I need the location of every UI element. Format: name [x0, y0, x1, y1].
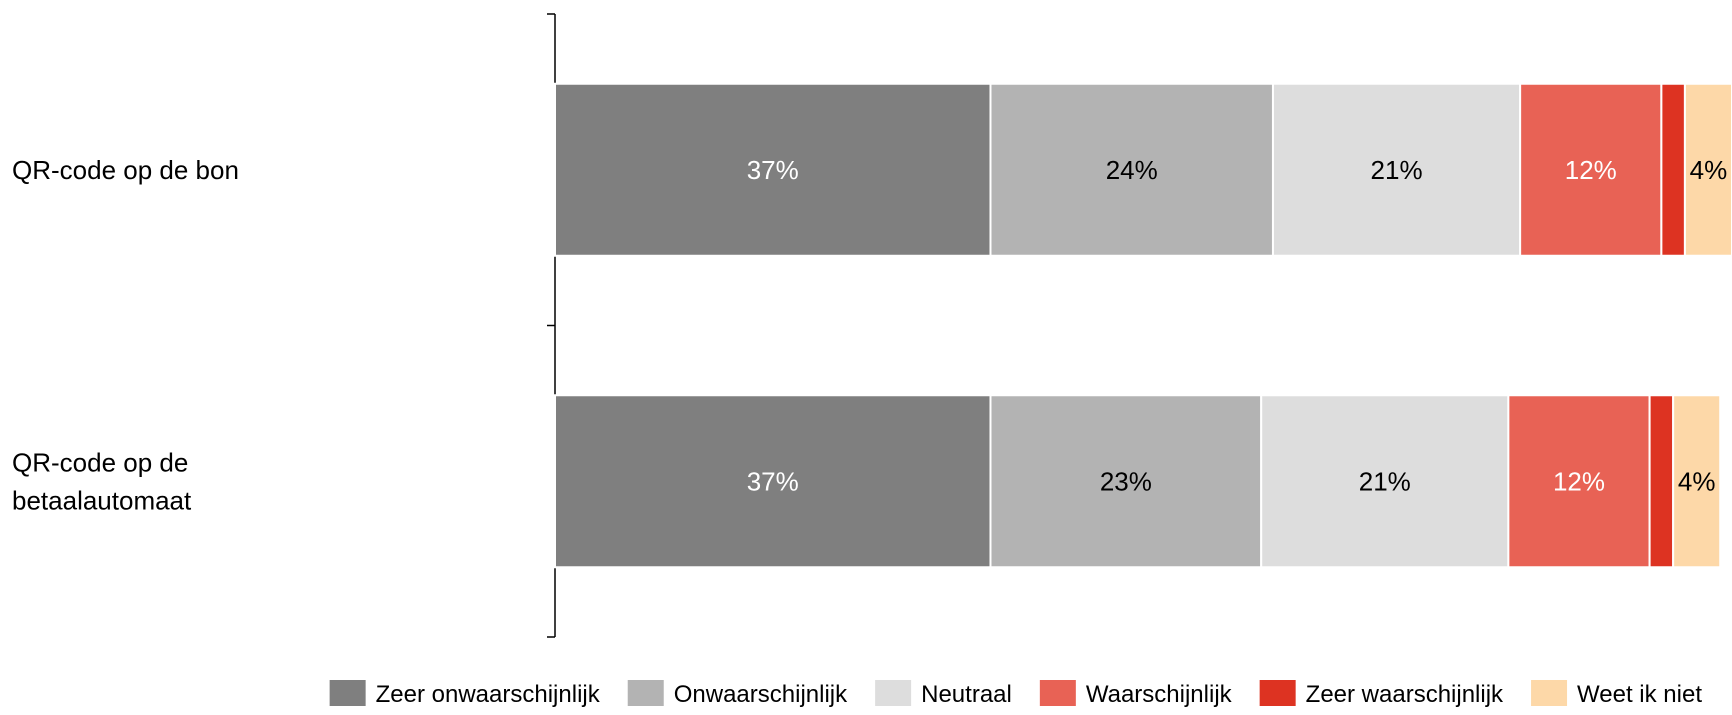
category-label: QR-code op de bon: [12, 155, 239, 185]
bar-segment: [1507, 394, 1651, 569]
bar-value-label: 21%: [1371, 155, 1423, 185]
bar-value-label: 37%: [747, 155, 799, 185]
legend-item: Zeer waarschijnlijk: [1259, 680, 1504, 708]
bar-value-label: 12%: [1553, 466, 1605, 496]
legend-swatch: [875, 680, 912, 706]
bar-segment: [1271, 82, 1522, 257]
category-label: QR-code op de betaalautomaat: [12, 447, 192, 515]
bar-value-label: 37%: [747, 466, 799, 496]
legend-item: Waarschijnlijk: [1039, 680, 1233, 708]
legend-label: Zeer waarschijnlijk: [1306, 681, 1504, 708]
legend-swatch: [1259, 680, 1296, 706]
bar-segment: [1648, 394, 1675, 569]
bar-segment: [1660, 82, 1686, 257]
bar-segment: [1260, 394, 1510, 569]
legend-label: Waarschijnlijk: [1086, 681, 1233, 708]
legend-swatch: [1531, 680, 1568, 706]
bar-value-label: 12%: [1565, 155, 1617, 185]
category-labels: QR-code op de bon QR-code op de betaalauto…: [12, 155, 239, 516]
legend-swatch: [329, 680, 366, 706]
bar-value-label: 4%: [1678, 466, 1716, 496]
legend-item: Zeer onwaarschijnlijk: [329, 680, 601, 708]
bar-segment: [554, 82, 992, 257]
bar-value-label: 23%: [1100, 466, 1152, 496]
bar-value-label: 24%: [1106, 155, 1158, 185]
legend-swatch: [1039, 680, 1076, 706]
legend-label: Zeer onwaarschijnlijk: [376, 681, 601, 708]
legend-label: Weet ik niet: [1577, 681, 1702, 708]
bar-value-label: 4%: [1690, 155, 1728, 185]
bar-segment: [989, 394, 1263, 569]
bar-segment: [1519, 82, 1663, 257]
category-axis: [547, 13, 556, 638]
legend-label: Onwaarschijnlijk: [674, 681, 848, 708]
bar-value-label: 21%: [1359, 466, 1411, 496]
legend: Zeer onwaarschijnlijk Onwaarschijnlijk Neu…: [329, 680, 1702, 708]
legend-item: Weet ik niet: [1531, 680, 1702, 708]
bar-segment: [989, 82, 1274, 257]
bar-segment: [1672, 394, 1722, 569]
legend-label: Neutraal: [921, 681, 1012, 708]
legend-item: Onwaarschijnlijk: [627, 680, 848, 708]
legend-item: Neutraal: [875, 680, 1012, 708]
legend-swatch: [627, 680, 664, 706]
bar-segment: [1683, 82, 1732, 257]
bars: 37% 24% 21% 12% 4% 37% 23% 21% 12% 4%: [554, 82, 1732, 569]
